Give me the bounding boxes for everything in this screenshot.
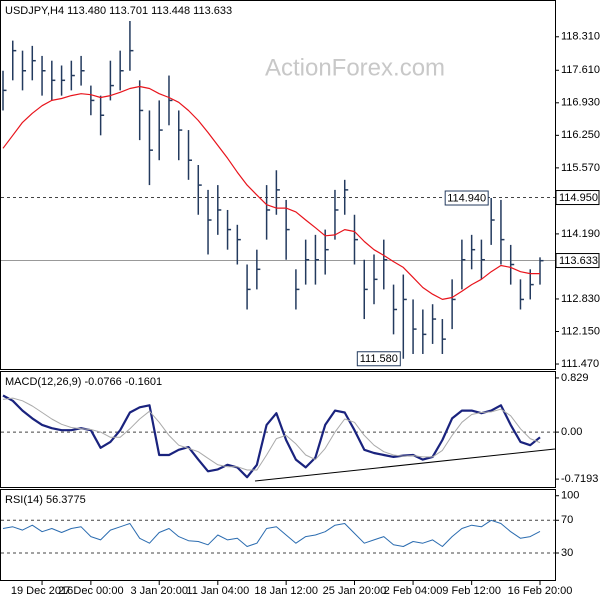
y-tick-label: 111.470 bbox=[561, 358, 599, 370]
level-label-box bbox=[555, 253, 600, 269]
y-tick-label: 118.310 bbox=[561, 31, 600, 43]
x-tick-label: 18 Jan 12:00 bbox=[254, 585, 318, 597]
x-tick-label: 25 Jan 20:00 bbox=[323, 585, 387, 597]
x-tick-label: 11 Jan 04:00 bbox=[186, 585, 249, 597]
trend-line bbox=[254, 448, 556, 482]
panel-title: RSI(14) 56.3775 bbox=[5, 494, 86, 506]
series-line bbox=[2, 519, 541, 547]
y-tick-label: 30 bbox=[561, 547, 573, 559]
y-tick-label: 0.00 bbox=[561, 426, 582, 438]
y-tick-label: 112.830 bbox=[561, 293, 600, 305]
level-label: 114.950 bbox=[559, 192, 598, 204]
y-tick-label: 116.930 bbox=[561, 97, 600, 109]
price-panel bbox=[0, 0, 556, 370]
series-line bbox=[2, 394, 541, 479]
watermark: ActionForex.com bbox=[265, 54, 445, 81]
x-tick-label: 19 Dec 2016 bbox=[11, 585, 73, 597]
x-tick-label: 27 Dec 00:00 bbox=[58, 585, 123, 597]
y-tick-label: 116.250 bbox=[561, 129, 600, 141]
annotation-label: 114.940 bbox=[447, 192, 486, 204]
x-tick-label: 3 Jan 20:00 bbox=[130, 585, 188, 597]
y-tick-label: 112.150 bbox=[561, 325, 600, 337]
annotation-box bbox=[444, 190, 489, 206]
rsi-panel bbox=[0, 489, 556, 581]
y-tick-label: 100 bbox=[561, 490, 579, 502]
x-tick-label: 9 Feb 12:00 bbox=[442, 585, 501, 597]
series-line bbox=[2, 397, 541, 471]
level-label-box bbox=[555, 190, 600, 206]
y-tick-label: 117.610 bbox=[561, 64, 600, 76]
y-tick-label: 70 bbox=[561, 514, 573, 526]
y-tick-label: 115.570 bbox=[561, 162, 600, 174]
x-tick-label: 2 Feb 04:00 bbox=[384, 585, 443, 597]
panel-title: MACD(12,26,9) -0.0766 -0.1601 bbox=[5, 376, 162, 388]
level-label: 113.633 bbox=[559, 255, 598, 267]
panel-title: USDJPY,H4 113.480 113.701 113.448 113.63… bbox=[5, 5, 232, 17]
macd-panel bbox=[0, 371, 556, 488]
y-tick-label: 114.190 bbox=[561, 228, 600, 240]
annotation-box bbox=[356, 351, 401, 367]
annotation-label: 111.580 bbox=[360, 353, 398, 365]
y-tick-label: 0.829 bbox=[561, 372, 589, 384]
y-tick-label: -0.7193 bbox=[561, 473, 598, 485]
series-line bbox=[2, 85, 540, 300]
x-tick-label: 16 Feb 20:00 bbox=[508, 585, 573, 597]
